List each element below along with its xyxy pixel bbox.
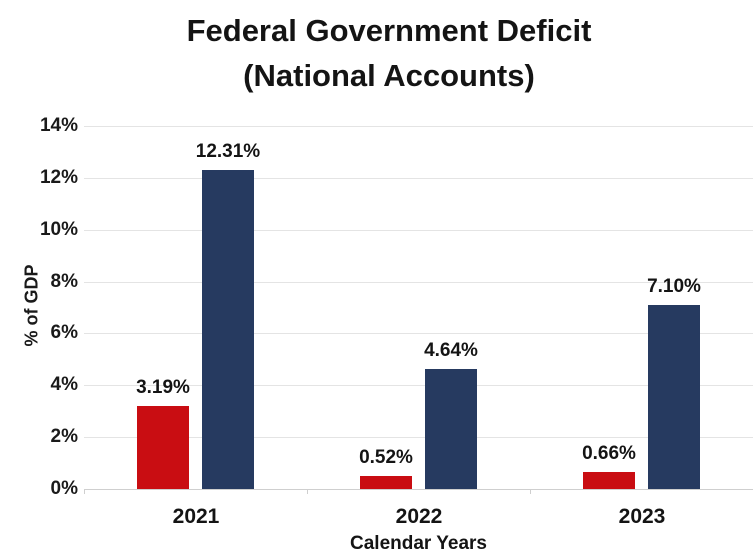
plot-area bbox=[84, 126, 753, 494]
x-tick-label-2023: 2023 bbox=[618, 505, 666, 528]
gridline bbox=[84, 385, 753, 386]
bar-value-label: 7.10% bbox=[647, 276, 701, 297]
x-axis-title: Calendar Years bbox=[350, 533, 487, 554]
gridline bbox=[84, 437, 753, 438]
bar-navy-series-2021 bbox=[202, 170, 254, 489]
bar-red-series-2023 bbox=[583, 472, 635, 489]
bar-value-label: 0.52% bbox=[359, 447, 413, 468]
bar-value-label: 3.19% bbox=[136, 377, 190, 398]
bar-red-series-2021 bbox=[137, 406, 189, 489]
y-tick-label: 8% bbox=[50, 271, 78, 292]
chart-title-block: Federal Government Deficit (National Acc… bbox=[25, 8, 753, 98]
y-tick-label: 10% bbox=[39, 219, 78, 240]
bar-value-label: 4.64% bbox=[424, 340, 478, 361]
y-tick-label: 14% bbox=[39, 115, 78, 136]
x-axis-line bbox=[84, 489, 753, 490]
bar-red-series-2022 bbox=[360, 476, 412, 489]
x-axis-tick bbox=[84, 489, 85, 494]
gridline bbox=[84, 230, 753, 231]
gridline bbox=[84, 282, 753, 283]
gridline bbox=[84, 126, 753, 127]
chart-subtitle: (National Accounts) bbox=[243, 58, 535, 93]
y-axis-title: % of GDP bbox=[21, 264, 42, 347]
x-tick-label-2021: 2021 bbox=[172, 505, 220, 528]
x-axis-tick bbox=[307, 489, 308, 494]
chart-title: Federal Government Deficit bbox=[186, 13, 592, 48]
gridline bbox=[84, 178, 753, 179]
bar-value-label: 12.31% bbox=[195, 141, 261, 162]
x-axis-tick bbox=[530, 489, 531, 494]
y-tick-label: 6% bbox=[50, 322, 78, 343]
bar-navy-series-2022 bbox=[425, 369, 477, 489]
y-tick-label: 4% bbox=[50, 374, 78, 395]
y-tick-label: 2% bbox=[50, 426, 78, 447]
y-tick-label: 0% bbox=[50, 478, 78, 499]
bar-value-label: 0.66% bbox=[582, 443, 636, 464]
x-tick-label-2022: 2022 bbox=[395, 505, 443, 528]
bar-navy-series-2023 bbox=[648, 305, 700, 489]
gridline bbox=[84, 333, 753, 334]
y-tick-label: 12% bbox=[39, 167, 78, 188]
